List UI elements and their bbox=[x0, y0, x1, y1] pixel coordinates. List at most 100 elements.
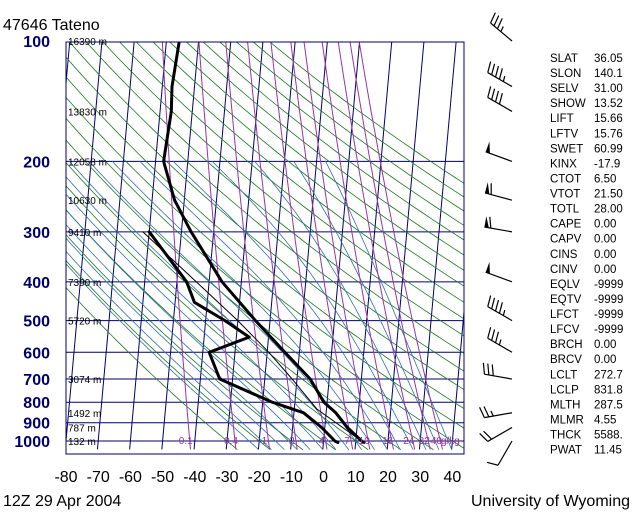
moist-adiabat-line bbox=[66, 176, 337, 450]
moist-adiabat-line bbox=[66, 250, 272, 450]
index-name: SWET bbox=[550, 143, 583, 155]
index-name: LFCV bbox=[550, 324, 580, 336]
wind-barb-full bbox=[479, 433, 489, 442]
wind-barb-full bbox=[487, 61, 492, 73]
index-value: 831.8 bbox=[594, 384, 623, 396]
moist-adiabat-line bbox=[139, 160, 388, 450]
index-name: CTOT bbox=[550, 173, 581, 185]
isotherm-line bbox=[66, 42, 103, 447]
wind-barb-staff bbox=[484, 192, 513, 201]
wind-barb-full bbox=[498, 68, 503, 80]
plot-frame bbox=[65, 41, 465, 455]
wind-barb-pennant bbox=[485, 141, 490, 154]
dry-adiabat-line bbox=[66, 260, 271, 450]
index-name: CINS bbox=[550, 249, 578, 261]
wind-barb-full bbox=[483, 406, 490, 418]
temperature-tick-label: -50 bbox=[151, 469, 174, 486]
dry-adiabat-line bbox=[66, 56, 464, 391]
moist-adiabat-line bbox=[293, 160, 440, 450]
index-name: MLMR bbox=[550, 414, 584, 426]
mixing-ratio-label: 0.4 bbox=[224, 436, 238, 447]
index-value: -9999 bbox=[594, 279, 623, 291]
temperature-tick-label: 10 bbox=[347, 469, 365, 486]
index-name: LFTV bbox=[550, 128, 578, 140]
height-label: 12058 m bbox=[68, 157, 107, 168]
moist-adiabat-line bbox=[69, 160, 350, 450]
moist-adiabat-line bbox=[325, 160, 453, 450]
index-value: 272.7 bbox=[594, 369, 623, 381]
temperature-tick-label: 0 bbox=[319, 469, 328, 486]
index-value: 21.50 bbox=[594, 189, 623, 201]
wind-barb-pennant bbox=[484, 182, 490, 195]
wind-barb-half bbox=[502, 75, 506, 82]
index-value: -9999 bbox=[594, 294, 623, 306]
index-value: -9999 bbox=[594, 309, 623, 321]
wind-barb-full bbox=[482, 362, 486, 375]
wind-barb-staff bbox=[490, 22, 513, 42]
dry-adiabat-line bbox=[169, 42, 464, 271]
wind-barb-full bbox=[491, 329, 496, 341]
wind-barb-full bbox=[487, 363, 490, 376]
pressure-tick-label: 900 bbox=[23, 416, 50, 433]
index-name: SLAT bbox=[550, 53, 578, 65]
wind-barb-full bbox=[494, 65, 500, 78]
index-value: 287.5 bbox=[594, 399, 623, 411]
isotherm-line bbox=[451, 306, 464, 450]
wind-barb-full bbox=[493, 15, 500, 27]
pressure-tick-label: 600 bbox=[23, 345, 50, 362]
index-name: CINV bbox=[550, 264, 578, 276]
pressure-tick-label: 800 bbox=[23, 395, 50, 412]
wind-barb-full bbox=[491, 364, 494, 376]
wind-barb-staff bbox=[484, 412, 513, 419]
wind-barb-half bbox=[490, 410, 494, 417]
dry-adiabat-line bbox=[135, 42, 464, 303]
isotherm-line bbox=[161, 42, 200, 450]
pressure-tick-label: 400 bbox=[23, 275, 50, 292]
mixing-ratio-label: 10 bbox=[359, 436, 371, 447]
sounding-profiles bbox=[142, 42, 366, 445]
wind-barb bbox=[484, 216, 513, 233]
dry-adiabat-line bbox=[219, 42, 464, 226]
pressure-tick-label: 300 bbox=[23, 225, 50, 242]
wind-barb bbox=[479, 406, 513, 419]
wind-barb-full bbox=[498, 302, 503, 314]
moist-adiabat-line bbox=[66, 209, 311, 450]
wind-barb-full bbox=[487, 295, 492, 307]
wind-barb-full bbox=[483, 430, 493, 440]
index-value: -17.9 bbox=[594, 158, 620, 170]
wind-barb-half bbox=[500, 26, 504, 32]
index-name: BRCH bbox=[550, 339, 583, 351]
dry-adiabat-line bbox=[68, 42, 464, 372]
wind-barb-full bbox=[496, 18, 503, 30]
mixing-ratio-line bbox=[337, 42, 416, 450]
isotherm-line bbox=[96, 42, 135, 450]
index-name: PWAT bbox=[550, 445, 582, 457]
wind-barb-full bbox=[487, 327, 492, 339]
wind-barb-staff bbox=[484, 226, 513, 233]
index-value: 0.00 bbox=[594, 264, 616, 276]
dry-adiabat-line bbox=[66, 76, 464, 410]
isotherm-line bbox=[257, 42, 296, 450]
index-value: 5588. bbox=[594, 430, 623, 442]
wind-barb-pennant bbox=[484, 216, 489, 228]
wind-barb bbox=[487, 61, 513, 88]
wind-barb-full bbox=[494, 331, 500, 343]
mixing-ratio-line bbox=[303, 42, 371, 450]
index-name: LCLP bbox=[550, 384, 579, 396]
wind-barb-staff bbox=[487, 72, 513, 88]
pressure-tick-label: 500 bbox=[23, 314, 50, 331]
height-label: 3074 m bbox=[68, 375, 101, 386]
height-label: 7390 m bbox=[68, 278, 101, 289]
temperature-profile-line bbox=[162, 42, 366, 445]
index-name: LFCT bbox=[550, 309, 579, 321]
wind-barb bbox=[479, 426, 513, 442]
mixing-ratio-label: 16 bbox=[382, 436, 394, 447]
mixing-ratio-label: 32 bbox=[419, 436, 431, 447]
index-value: 31.00 bbox=[594, 83, 623, 95]
index-value: 15.66 bbox=[594, 113, 623, 125]
mixing-ratio-line bbox=[290, 42, 354, 450]
temperature-tick-label: -10 bbox=[280, 469, 303, 486]
wind-barb-pennant bbox=[485, 261, 490, 274]
isotherm-line bbox=[322, 42, 361, 450]
